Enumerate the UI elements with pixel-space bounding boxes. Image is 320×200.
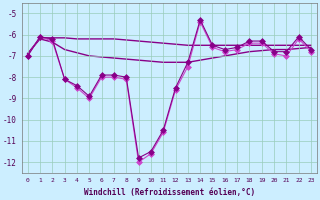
X-axis label: Windchill (Refroidissement éolien,°C): Windchill (Refroidissement éolien,°C) (84, 188, 255, 197)
